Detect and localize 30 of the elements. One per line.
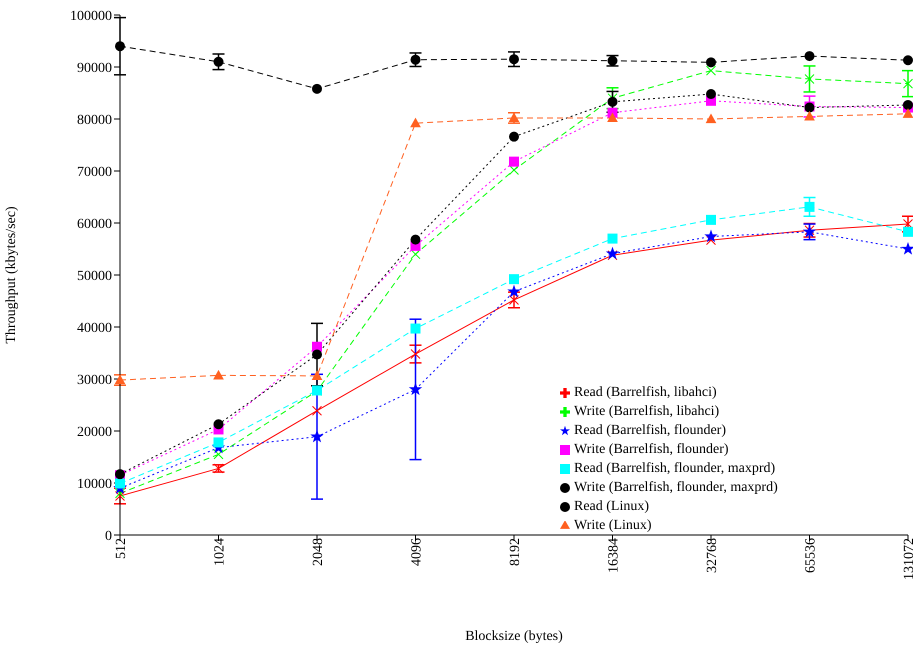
y-tick-label: 80000 (77, 112, 112, 128)
x-tick-label: 2048 (310, 538, 326, 566)
y-tick-label: 60000 (77, 216, 112, 232)
legend-label: Read (Barrelfish, libahci) (574, 385, 717, 400)
x-tick-label: 512 (114, 538, 129, 559)
legend-label: Write (Barrelfish, libahci) (574, 404, 720, 419)
legend-label: Read (Barrelfish, flounder) (574, 423, 726, 438)
x-axis-title: Blocksize (bytes) (465, 629, 564, 644)
x-tick-label: 131072 (902, 538, 913, 580)
y-tick-label: 70000 (77, 164, 112, 180)
y-tick-label: 100000 (70, 8, 112, 24)
y-tick-label: 10000 (77, 476, 112, 492)
x-tick-label: 1024 (212, 538, 228, 566)
legend-label: Write (Barrelfish, flounder) (574, 442, 729, 457)
legend-label: Read (Barrelfish, flounder, maxprd) (574, 461, 776, 476)
legend-label: Write (Linux) (574, 518, 652, 533)
y-tick-label: 20000 (77, 424, 112, 440)
y-tick-label: 0 (105, 528, 112, 544)
y-axis-title: Throughput (kbytes/sec) (4, 206, 19, 344)
y-tick-label: 40000 (77, 320, 112, 336)
x-tick-label: 16384 (606, 538, 622, 573)
legend-label: Read (Linux) (574, 499, 650, 514)
x-tick-label: 32768 (704, 538, 720, 573)
y-tick-label: 90000 (77, 60, 112, 76)
x-tick-label: 4096 (409, 538, 424, 566)
x-tick-label: 65536 (803, 538, 818, 573)
legend-label: Write (Barrelfish, flounder, maxprd) (574, 480, 778, 495)
y-tick-label: 50000 (77, 268, 112, 284)
x-tick-label: 8192 (508, 538, 523, 566)
y-tick-label: 30000 (77, 372, 112, 388)
